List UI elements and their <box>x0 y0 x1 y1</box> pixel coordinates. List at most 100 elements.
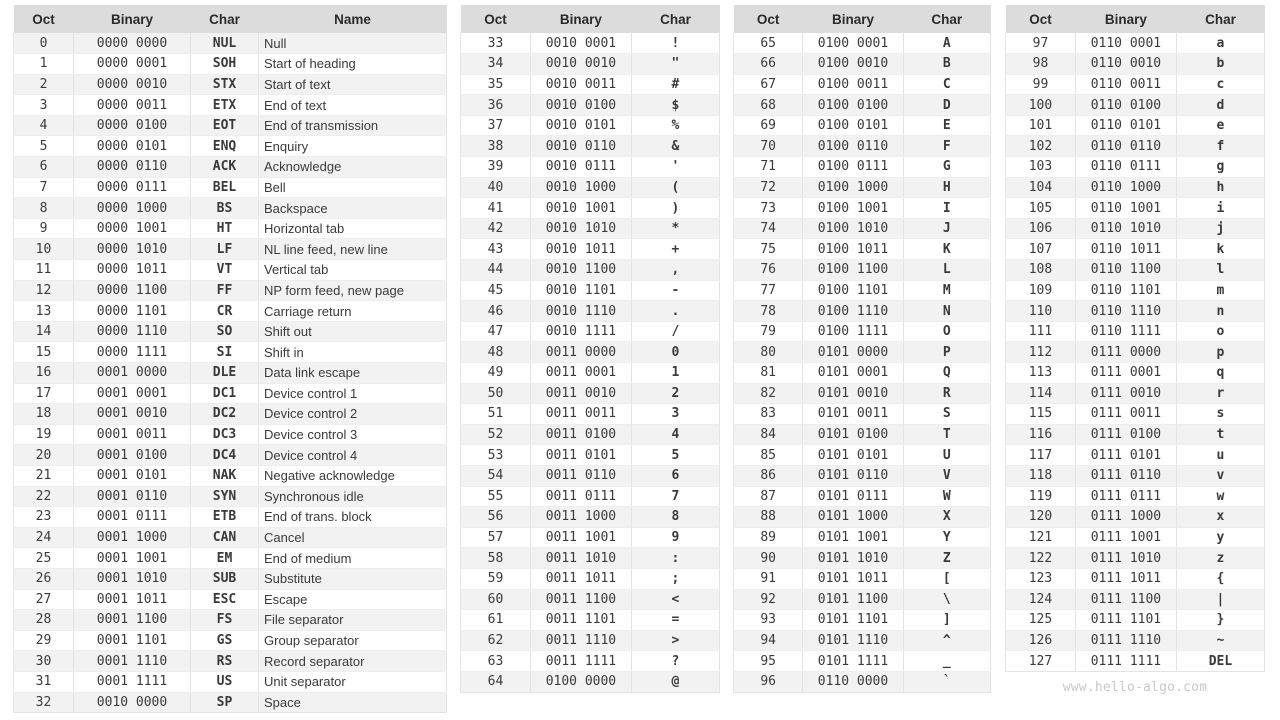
cell-binary: 0110 1101 <box>1075 280 1177 302</box>
cell-binary: 0000 1110 <box>73 321 191 343</box>
column-header-char: Char <box>631 5 720 33</box>
cell-char: NAK <box>190 465 259 487</box>
cell-char: A <box>903 33 992 55</box>
cell-char: { <box>1176 568 1266 590</box>
cell-oct: 110 <box>1005 300 1076 322</box>
cell-char: N <box>903 300 992 322</box>
cell-char: m <box>1176 280 1266 302</box>
cell-char: ACK <box>190 156 259 178</box>
table-row: 121 0111 1001 y <box>1005 527 1266 549</box>
cell-char: } <box>1176 609 1266 631</box>
cell-char: n <box>1176 300 1266 322</box>
cell-oct: 108 <box>1005 259 1076 281</box>
cell-char: ( <box>631 177 721 199</box>
cell-char: I <box>903 197 992 219</box>
cell-binary: 0000 0000 <box>73 33 191 55</box>
cell-char: w <box>1176 486 1266 508</box>
cell-binary: 0010 0001 <box>530 33 632 55</box>
table-row: 39 0010 0111 ' <box>460 156 721 178</box>
cell-binary: 0111 0101 <box>1075 444 1177 466</box>
cell-oct: 103 <box>1005 156 1076 178</box>
cell-binary: 0011 0101 <box>530 444 632 466</box>
table-row: 20 0001 0100 DC4 Device control 4 <box>13 444 447 466</box>
cell-char: DLE <box>190 362 259 384</box>
cell-char: , <box>631 259 721 281</box>
cell-oct: 91 <box>732 568 804 590</box>
cell-binary: 0100 1100 <box>802 259 904 281</box>
cell-name: Space <box>258 692 447 714</box>
cell-oct: 90 <box>732 547 804 569</box>
column-header-binary: Binary <box>802 5 904 33</box>
cell-binary: 0001 0010 <box>73 403 191 425</box>
table-row: 77 0100 1101 M <box>732 280 992 302</box>
table-row: 56 0011 1000 8 <box>460 506 721 528</box>
cell-binary: 0010 1110 <box>530 300 632 322</box>
cell-char: EOT <box>190 115 259 137</box>
table-row: 61 0011 1101 = <box>460 609 721 631</box>
cell-binary: 0101 0001 <box>802 362 904 384</box>
cell-binary: 0110 0010 <box>1075 53 1177 75</box>
cell-char: ] <box>903 609 992 631</box>
column-header-binary: Binary <box>73 5 191 33</box>
cell-char: + <box>631 238 721 261</box>
cell-oct: 25 <box>13 547 74 569</box>
cell-binary: 0101 0110 <box>802 465 904 487</box>
cell-oct: 95 <box>732 650 804 672</box>
cell-name: End of trans. block <box>258 506 447 528</box>
table-row: 73 0100 1001 I <box>732 197 992 219</box>
cell-char: U <box>903 444 992 466</box>
cell-oct: 112 <box>1005 341 1076 363</box>
cell-oct: 76 <box>732 259 804 281</box>
cell-oct: 101 <box>1005 115 1076 137</box>
cell-oct: 61 <box>460 609 531 631</box>
cell-binary: 0010 0100 <box>530 94 632 116</box>
cell-char: RS <box>190 650 259 672</box>
table-row: 57 0011 1001 9 <box>460 527 721 549</box>
cell-oct: 121 <box>1005 527 1076 549</box>
cell-oct: 11 <box>13 259 74 281</box>
cell-binary: 0001 1110 <box>73 650 191 672</box>
cell-binary: 0100 1101 <box>802 280 904 302</box>
cell-binary: 0111 1111 <box>1075 650 1177 672</box>
cell-binary: 0000 0011 <box>73 94 191 116</box>
cell-char: LF <box>190 238 259 261</box>
table-row: 113 0111 0001 q <box>1005 362 1266 384</box>
cell-char: r <box>1176 383 1266 405</box>
cell-name: Synchronous idle <box>258 486 447 508</box>
cell-name: Vertical tab <box>258 259 447 281</box>
table-row: 75 0100 1011 K <box>732 238 992 261</box>
cell-char: t <box>1176 424 1266 446</box>
cell-oct: 6 <box>13 156 74 178</box>
cell-oct: 40 <box>460 177 531 199</box>
cell-char: US <box>190 671 259 693</box>
cell-oct: 51 <box>460 403 531 425</box>
cell-char: ; <box>631 568 721 590</box>
cell-char: SI <box>190 341 259 363</box>
cell-char: DC3 <box>190 424 259 446</box>
cell-oct: 5 <box>13 135 74 158</box>
cell-char: B <box>903 53 992 75</box>
cell-binary: 0011 0110 <box>530 465 632 487</box>
table-row: 103 0110 0111 g <box>1005 156 1266 178</box>
cell-char: p <box>1176 341 1266 363</box>
table-row: 111 0110 1111 o <box>1005 321 1266 343</box>
cell-oct: 14 <box>13 321 74 343</box>
table-row: 117 0111 0101 u <box>1005 444 1266 466</box>
cell-name: Start of text <box>258 74 447 96</box>
cell-oct: 107 <box>1005 238 1076 261</box>
table-row: 5 0000 0101 ENQ Enquiry <box>13 135 447 158</box>
cell-binary: 0100 1110 <box>802 300 904 322</box>
cell-binary: 0010 0011 <box>530 74 632 96</box>
cell-char: k <box>1176 238 1266 261</box>
cell-binary: 0000 1001 <box>73 218 191 240</box>
cell-char: d <box>1176 94 1266 116</box>
cell-oct: 73 <box>732 197 804 219</box>
table-row: 104 0110 1000 h <box>1005 177 1266 199</box>
table-row: 123 0111 1011{ <box>1005 568 1266 590</box>
cell-oct: 24 <box>13 527 74 549</box>
cell-binary: 0111 1110 <box>1075 630 1177 652</box>
cell-name: Shift out <box>258 321 447 343</box>
cell-oct: 89 <box>732 527 804 549</box>
cell-oct: 80 <box>732 341 804 363</box>
